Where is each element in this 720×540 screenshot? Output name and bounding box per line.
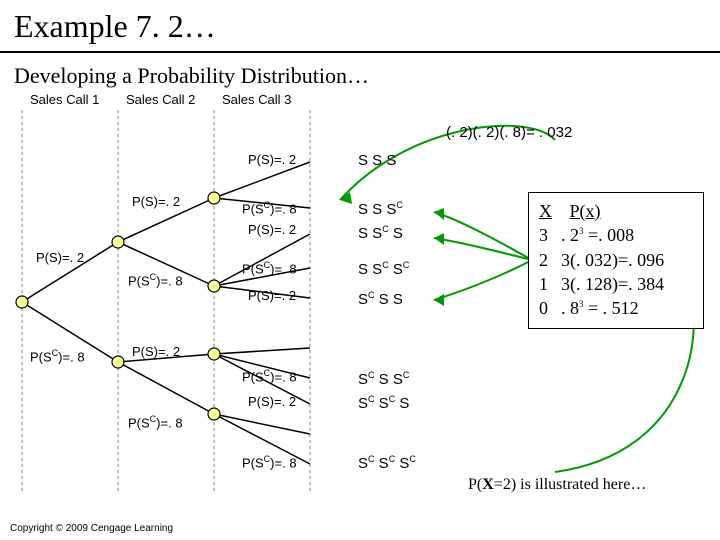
outcome-2: S S SC	[358, 200, 403, 218]
p-l3-5: P(S)=. 2	[248, 288, 296, 303]
outcome-3: S SC S	[358, 224, 403, 242]
p-l2b-s: P(S)=. 2	[132, 344, 180, 359]
calc-equation: (. 2)(. 2)(. 8)= . 032	[446, 124, 572, 141]
tbl-p2: 3(. 032)=. 096	[561, 250, 664, 270]
outcome-1: S S S	[358, 152, 396, 169]
footnote: P(X=2) is illustrated here…	[468, 476, 646, 494]
copyright: Copyright © 2009 Cengage Learning	[10, 523, 173, 534]
tbl-head-x: X	[539, 199, 565, 223]
p-l3-1: P(S)=. 2	[248, 152, 296, 167]
diagram-area: Sales Call 1 Sales Call 2 Sales Call 3	[0, 92, 720, 512]
p-l3-3: P(S)=. 2	[248, 222, 296, 237]
p-l3-4: P(SC)=. 8	[242, 260, 297, 276]
tbl-p0: . 83 = . 512	[561, 298, 639, 318]
p-l3-2: P(SC)=. 8	[242, 200, 297, 216]
outcome-5: SC S S	[358, 290, 403, 308]
p-l3-8: P(SC)=. 8	[242, 454, 297, 470]
outcome-4: S SC SC	[358, 260, 409, 278]
page-title: Example 7. 2…	[0, 0, 720, 53]
p-l1-sc: P(SC)=. 8	[30, 348, 85, 364]
tbl-x1: 1	[539, 272, 561, 296]
outcome-8: SC SC SC	[358, 454, 416, 472]
pmf-table: X P(x) 3. 23 =. 008 23(. 032)=. 096 13(.…	[528, 192, 704, 329]
tbl-x3: 3	[539, 223, 561, 247]
tbl-x0: 0	[539, 296, 561, 320]
p-l2a-s: P(S)=. 2	[132, 194, 180, 209]
outcome-7: SC SC S	[358, 394, 409, 412]
p-l2a-sc: P(SC)=. 8	[128, 272, 183, 288]
p-l2b-sc: P(SC)=. 8	[128, 414, 183, 430]
tbl-p3: . 23 =. 008	[561, 225, 634, 245]
outcome-6: SC S SC	[358, 370, 409, 388]
tbl-p1: 3(. 128)=. 384	[561, 274, 664, 294]
page-subtitle: Developing a Probability Distribution…	[0, 53, 720, 93]
tbl-x2: 2	[539, 248, 561, 272]
p-l3-6: P(SC)=. 8	[242, 368, 297, 384]
p-l1-s: P(S)=. 2	[36, 250, 84, 265]
tbl-head-p: P(x)	[570, 199, 601, 223]
p-l3-7: P(S)=. 2	[248, 394, 296, 409]
